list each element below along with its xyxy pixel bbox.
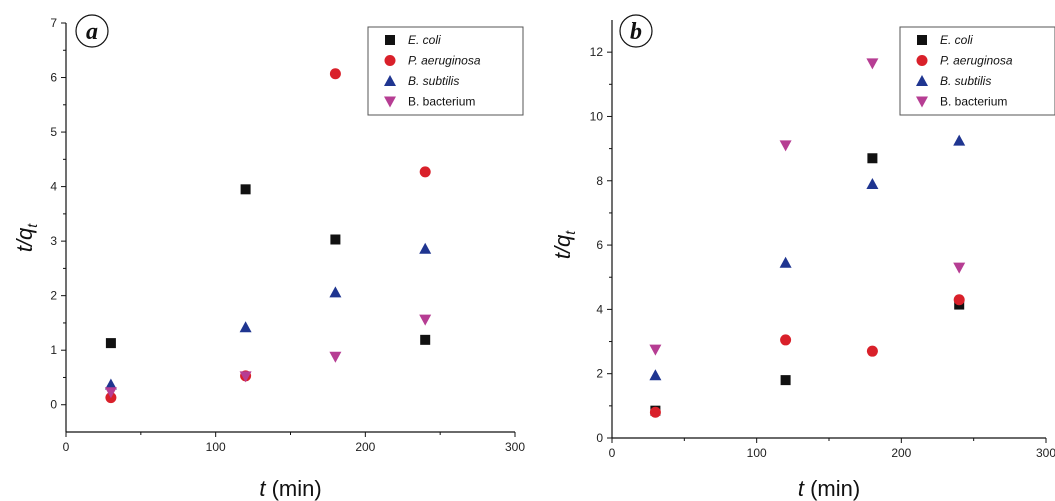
legend-entry: P. aeruginosa <box>408 54 481 68</box>
legend-marker <box>384 75 396 86</box>
x-tick-label: 100 <box>206 440 226 454</box>
panel-label: a <box>86 19 98 45</box>
panel-label-circle <box>75 14 109 48</box>
data-point <box>330 234 341 245</box>
y-tick-label: 2 <box>50 289 57 303</box>
data-point <box>780 334 792 346</box>
data-point <box>239 321 252 333</box>
data-point <box>104 378 117 390</box>
x-tick-label: 100 <box>747 446 767 460</box>
legend-entry: B. bacterium <box>940 95 1007 109</box>
data-point <box>649 344 662 356</box>
legend-marker <box>384 96 396 108</box>
y-axis-label: t/qt <box>12 223 40 252</box>
legend: E. coli P. aeruginosa B. subtilis B. bacter… <box>367 26 524 116</box>
legend-marker <box>916 75 928 86</box>
legend-entry: E. coli <box>408 33 441 47</box>
data-point <box>866 58 879 70</box>
chart-panel-b: 0 100 200 300 0 2 4 6 8 10 12 t (min) t/qt b E. coli P.… <box>550 14 1055 501</box>
data-point <box>104 387 117 399</box>
data-point <box>953 262 966 274</box>
x-tick-label: 200 <box>891 446 911 460</box>
legend: E. coli P. aeruginosa B. subtilis B. bacter… <box>899 26 1055 116</box>
series-1 <box>105 68 431 404</box>
y-tick-label: 7 <box>50 16 57 30</box>
data-point <box>779 140 792 152</box>
y-tick-label: 2 <box>596 367 603 381</box>
series-1 <box>649 294 965 418</box>
legend-marker <box>384 55 396 66</box>
data-point <box>240 184 251 195</box>
data-point <box>419 166 431 178</box>
data-point <box>866 177 879 189</box>
data-point <box>420 334 431 345</box>
panel-label: b <box>630 19 642 45</box>
series-2 <box>649 134 966 381</box>
x-tick-label: 0 <box>609 446 616 460</box>
data-point <box>780 375 791 386</box>
y-tick-label: 3 <box>50 234 57 248</box>
legend-entry: B. subtilis <box>940 74 991 88</box>
y-tick-label: 5 <box>50 125 57 139</box>
legend-entry: B. subtilis <box>408 74 459 88</box>
legend-marker <box>916 55 928 66</box>
series-3 <box>649 58 966 356</box>
legend-marker <box>385 35 395 45</box>
data-point <box>866 345 878 357</box>
series-2 <box>104 242 432 390</box>
data-point <box>329 286 342 298</box>
y-tick-label: 12 <box>590 45 604 59</box>
chart-panel-a: 0 100 200 300 0 1 2 3 4 5 6 7 t (min) t/qt a E. coli P. … <box>12 14 525 501</box>
y-tick-label: 8 <box>596 174 603 188</box>
x-tick-label: 300 <box>1036 446 1055 460</box>
legend-marker <box>916 96 928 108</box>
y-tick-label: 6 <box>596 238 603 252</box>
y-tick-label: 0 <box>596 431 603 445</box>
data-point <box>329 68 341 80</box>
series-3 <box>104 314 432 399</box>
data-point <box>779 256 792 268</box>
legend-entry: P. aeruginosa <box>940 54 1013 68</box>
data-point <box>867 153 878 164</box>
x-tick-label: 300 <box>505 440 525 454</box>
y-axis-label: t/qt <box>550 230 578 259</box>
legend-entry: B. bacterium <box>408 95 475 109</box>
y-tick-label: 1 <box>50 343 57 357</box>
legend-marker <box>917 35 927 45</box>
y-tick-label: 0 <box>50 398 57 412</box>
x-axis-label: t (min) <box>798 476 860 501</box>
x-axis-label: t (min) <box>259 476 321 501</box>
y-tick-label: 6 <box>50 71 57 85</box>
data-point <box>239 371 252 383</box>
data-point <box>953 294 965 306</box>
data-point <box>953 134 966 146</box>
data-point <box>419 314 432 326</box>
y-tick-label: 4 <box>50 180 57 194</box>
data-point <box>105 338 116 349</box>
series-0 <box>105 184 431 349</box>
series-0 <box>650 153 965 416</box>
data-point <box>649 406 661 418</box>
x-tick-label: 200 <box>355 440 375 454</box>
y-tick-label: 4 <box>596 302 603 316</box>
data-point <box>419 242 432 254</box>
legend-entry: E. coli <box>940 33 973 47</box>
panel-label-circle <box>619 14 653 48</box>
y-tick-label: 10 <box>590 109 604 123</box>
x-tick-label: 0 <box>63 440 70 454</box>
data-point <box>649 369 662 381</box>
data-point <box>329 351 342 363</box>
